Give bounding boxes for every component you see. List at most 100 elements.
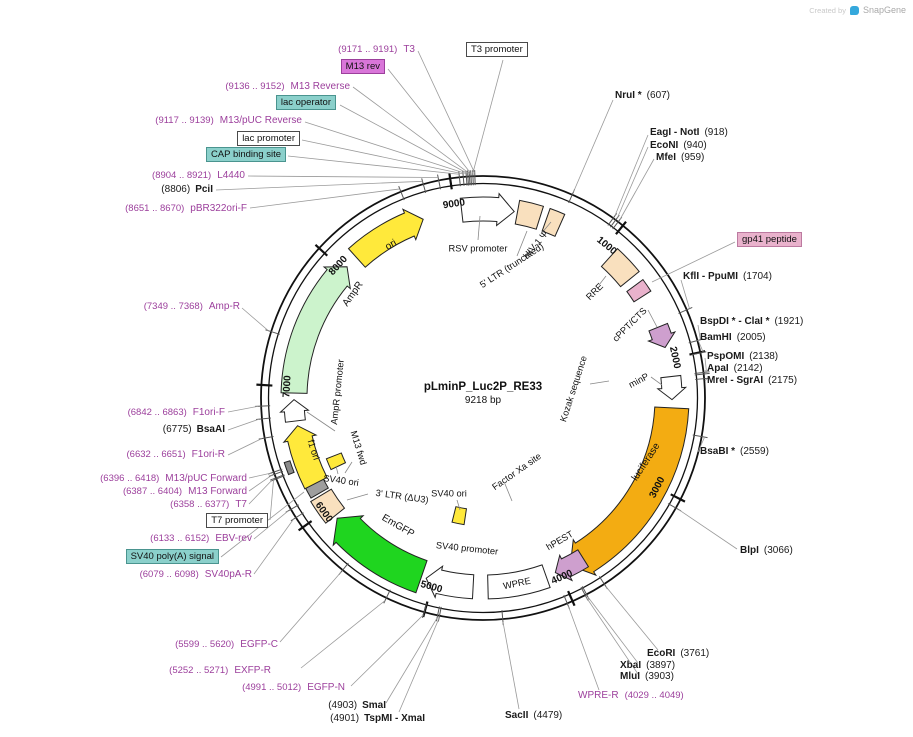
primer-label-sv40pa-r[interactable]: (6079 .. 6098) SV40pA-R	[140, 569, 252, 581]
feature-glyph-m13fwd_glyph[interactable]	[283, 460, 295, 476]
feature-glyph-ori_glyph[interactable]	[347, 208, 424, 268]
label-leader-line	[253, 518, 294, 575]
primer-name: EGFP-C	[240, 639, 278, 650]
enzyme-label-pcii[interactable]: (8806) PciI	[161, 184, 213, 196]
feature-label-emgfp[interactable]: EmGFP	[380, 512, 417, 539]
label-leader-line	[614, 134, 649, 216]
primer-label-exfp-r[interactable]: (5252 .. 5271) EXFP-R	[169, 665, 271, 677]
feature-label-hpest[interactable]: hPEST	[544, 529, 575, 553]
primer-label-m13-puc-forward[interactable]: (6396 .. 6418) M13/pUC Forward	[100, 473, 247, 485]
enzyme-name: NruI *	[615, 90, 642, 101]
enzyme-label-ecori[interactable]: EcoRI (3761)	[647, 648, 709, 660]
enzyme-label-nrui[interactable]: NruI * (607)	[615, 90, 670, 102]
feature-glyph-f1_ori[interactable]	[282, 425, 328, 490]
primer-name: EGFP-N	[307, 682, 345, 693]
feature-glyph-gp41_glyph[interactable]	[626, 278, 652, 303]
feature-glyph-ampr_glyph[interactable]	[280, 266, 351, 394]
primer-label-amp-r[interactable]: (7349 .. 7368) Amp-R	[144, 301, 240, 313]
label-leader-line	[568, 606, 600, 691]
site-tick	[421, 178, 427, 193]
feature-label-minp[interactable]: minP	[627, 371, 650, 390]
primer-label-pbr322ori-f[interactable]: (8651 .. 8670) pBR322ori-F	[125, 203, 247, 215]
enzyme-label-smai[interactable]: (4903) SmaI	[328, 700, 386, 712]
enzyme-label-econi[interactable]: EcoNI (940)	[650, 140, 707, 152]
feature-label-ltr3[interactable]: 3' LTR (ΔU3)	[375, 488, 429, 505]
feature-glyph-sv40_promoter[interactable]	[425, 565, 475, 600]
label-leader-line	[227, 438, 262, 456]
feature-glyph-sv40_ori_2[interactable]	[325, 452, 347, 471]
primer-label-f1ori-r[interactable]: (6632 .. 6651) F1ori-R	[127, 449, 226, 461]
boxed-label-gp41-peptide[interactable]: gp41 peptide	[737, 232, 802, 247]
boxed-label-lac-promoter[interactable]: lac promoter	[237, 131, 300, 146]
primer-label-m13-reverse[interactable]: (9136 .. 9152) M13 Reverse	[225, 81, 350, 93]
feature-glyph-luciferase[interactable]	[569, 406, 690, 577]
primer-label-t7[interactable]: (6358 .. 6377) T7	[170, 499, 247, 511]
primer-name: Amp-R	[208, 301, 240, 312]
feature-label-rre[interactable]: RRE	[584, 281, 605, 302]
enzyme-label-apai[interactable]: ApaI (2142)	[707, 363, 763, 375]
boxed-label-t3-promoter[interactable]: T3 promoter	[466, 42, 528, 57]
feature-label-m13_fwd[interactable]: M13 fwd	[349, 430, 369, 467]
feature-label-ampr_promoter[interactable]: AmpR promoter	[329, 359, 346, 425]
boxed-label-cap-binding-site[interactable]: CAP binding site	[205, 147, 286, 162]
primer-name: pBR322ori-F	[190, 203, 247, 214]
enzyme-label-mfei[interactable]: MfeI (959)	[656, 152, 704, 164]
enzyme-label-sacii[interactable]: SacII (4479)	[505, 710, 562, 722]
primer-label-m13-forward[interactable]: (6387 .. 6404) M13 Forward	[123, 486, 247, 498]
feature-label-sv40_ori_1[interactable]: SV40 ori	[431, 488, 467, 498]
enzyme-label-blpi[interactable]: BlpI (3066)	[740, 545, 793, 557]
primer-label-m13-puc-reverse[interactable]: (9117 .. 9139) M13/pUC Reverse	[155, 115, 302, 127]
label-leader-line	[339, 104, 468, 174]
enzyme-label-bamhi[interactable]: BamHI (2005)	[700, 332, 766, 344]
feature-label-cppt[interactable]: cPPT/CTS	[611, 306, 649, 344]
feature-glyph-minp[interactable]	[656, 374, 688, 401]
enzyme-label-bsabi[interactable]: BsaBI * (2559)	[700, 446, 769, 458]
feature-glyph-hpest[interactable]	[554, 549, 590, 582]
primer-range: (6358 .. 6377)	[170, 499, 230, 510]
feature-glyph-rre[interactable]	[600, 247, 640, 288]
enzyme-label-mrei-sgrai[interactable]: MreI - SgrAI (2175)	[707, 375, 797, 387]
primer-label-f1ori-f[interactable]: (6842 .. 6863) F1ori-F	[128, 407, 225, 419]
primer-range: (9136 .. 9152)	[225, 81, 285, 92]
feature-label-sv40_promoter[interactable]: SV40 promoter	[435, 540, 498, 556]
enzyme-label-bspdi-clai[interactable]: BspDI * - ClaI * (1921)	[700, 316, 803, 328]
label-leader-line	[678, 509, 738, 550]
feature-glyph-wpre[interactable]	[487, 564, 551, 600]
primer-label-egfp-c[interactable]: (5599 .. 5620) EGFP-C	[175, 639, 278, 651]
boxed-label-lac-operator[interactable]: lac operator	[275, 95, 336, 110]
primer-label-wpre-r[interactable]: WPRE-R (4029 .. 4049)	[578, 690, 690, 702]
feature-glyph-sv40_ori_1[interactable]	[451, 506, 468, 526]
primer-label-t3[interactable]: (9171 .. 9191) T3	[338, 44, 415, 56]
enzyme-label-xbai[interactable]: XbaI (3897)	[620, 660, 675, 672]
feature-glyph-ltr3[interactable]	[310, 488, 346, 524]
enzyme-label-bsaai[interactable]: (6775) BsaAI	[163, 424, 225, 436]
boxed-label-m13-rev[interactable]: M13 rev	[340, 59, 385, 74]
boxed-label-sv40-polya-signal[interactable]: SV40 poly(A) signal	[125, 549, 219, 564]
primer-label-egfp-n[interactable]: (4991 .. 5012) EGFP-N	[242, 682, 345, 694]
site-tick	[270, 475, 285, 482]
primer-label-ebv-rev[interactable]: (6133 .. 6152) EBV-rev	[150, 533, 252, 545]
site-tick	[692, 434, 708, 439]
enzyme-label-eagi-noti[interactable]: EagI - NotI (918)	[650, 127, 728, 139]
feature-glyph-rsv_promoter[interactable]	[459, 192, 515, 227]
feature-glyph-ampr_prom_glyph[interactable]	[279, 399, 310, 423]
feature-leader-line	[504, 483, 513, 502]
feature-glyph-emgfp[interactable]	[332, 515, 428, 594]
feature-label-ori[interactable]: ori	[384, 238, 399, 253]
boxed-label-t7-promoter[interactable]: T7 promoter	[206, 513, 268, 528]
primer-name: M13 Reverse	[290, 81, 350, 92]
label-leader-line	[385, 618, 438, 704]
primer-label-l4440[interactable]: (8904 .. 8921) L4440	[152, 170, 245, 182]
enzyme-label-kfli-ppumi[interactable]: KflI - PpuMI (1704)	[683, 271, 772, 283]
enzyme-label-mlui[interactable]: MluI (3903)	[620, 671, 674, 683]
feature-glyph-ltr5[interactable]	[514, 199, 545, 230]
feature-label-rsv_promoter[interactable]: RSV promoter	[449, 243, 508, 253]
feature-label-sv40_ori_2[interactable]: SV40 ori	[323, 473, 360, 488]
enzyme-label-tspmi-xmai[interactable]: (4901) TspMI - XmaI	[330, 713, 425, 725]
feature-label-factor_xa[interactable]: Factor Xa site	[490, 451, 543, 492]
primer-name: L4440	[217, 170, 245, 181]
leader-lines	[215, 50, 738, 713]
enzyme-label-pspomi[interactable]: PspOMI (2138)	[707, 351, 778, 363]
feature-glyph-cppt[interactable]	[647, 322, 677, 349]
